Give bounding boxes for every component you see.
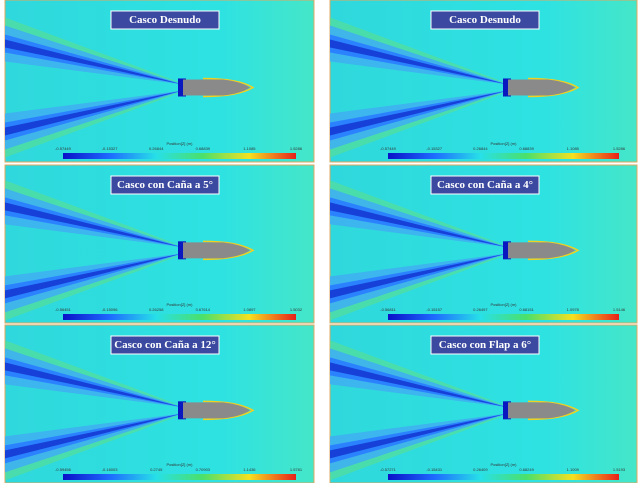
colorbar-tick: 1.5032 — [290, 307, 303, 312]
title-box — [430, 175, 540, 195]
colorbar-label: Position[Z] (m) — [490, 302, 517, 307]
panel-title: Casco Desnudo — [449, 14, 521, 26]
stern-wake — [503, 241, 511, 260]
wake — [330, 362, 508, 459]
bow-wave — [527, 400, 580, 421]
wake — [5, 39, 183, 136]
colorbar-tick: -0.15157 — [426, 307, 443, 312]
panel: Casco Desnudo Position[Z] (m) -0.57449 -0.1… — [329, 0, 638, 163]
colorbar-label: Position[Z] (m) — [490, 141, 517, 146]
stern-wake — [178, 401, 186, 420]
colorbar — [388, 153, 619, 159]
panel-title: Casco con Caña a 12° — [114, 339, 216, 351]
colorbar-label: Position[Z] (m) — [490, 462, 517, 467]
title-box — [110, 175, 220, 195]
panel: Casco con Flap a 6° Position[Z] (m) -0.572… — [329, 324, 638, 483]
colorbar-tick: 1.1085 — [243, 146, 256, 151]
colorbar-tick: -0.56811 — [380, 307, 396, 312]
bow-wave — [202, 240, 255, 261]
colorbar-tick: 0.68839 — [196, 146, 211, 151]
colorbar-tick: 1.5146 — [613, 307, 626, 312]
colorbar-label: Position[Z] (m) — [166, 462, 193, 467]
hull — [508, 402, 575, 419]
wake — [330, 202, 508, 299]
colorbar-tick: 1.5286 — [290, 146, 303, 151]
hull — [183, 402, 250, 419]
colorbar-tick: 0.68249 — [519, 467, 534, 472]
colorbar-tick: 1.5781 — [290, 467, 303, 472]
colorbar-label: Position[Z] (m) — [166, 141, 193, 146]
panel: Casco con Caña a 5° Position[Z] (m) -0.564… — [4, 164, 315, 324]
colorbar-tick: -0.15096 — [102, 307, 119, 312]
colorbar-tick: 0.67614 — [196, 307, 211, 312]
colorbar — [63, 153, 296, 159]
stern-wake — [503, 78, 511, 97]
panel-title: Casco Desnudo — [129, 14, 201, 26]
colorbar — [63, 314, 296, 320]
colorbar-tick: 0.26409 — [473, 467, 488, 472]
colorbar-tick: 0.26844 — [149, 146, 164, 151]
hull — [183, 242, 250, 259]
colorbar-tick: 0.70903 — [196, 467, 211, 472]
wake — [330, 39, 508, 136]
colorbar-tick: 0.68151 — [519, 307, 534, 312]
panel-title: Casco con Caña a 4° — [437, 179, 533, 191]
title-box — [110, 10, 220, 30]
colorbar-tick: 1.1436 — [243, 467, 256, 472]
stern-wake — [503, 401, 511, 420]
colorbar-tick: -0.57449 — [55, 146, 72, 151]
colorbar — [388, 474, 619, 480]
panel: Casco con Caña a 4° Position[Z] (m) -0.568… — [329, 164, 638, 324]
colorbar-tick: 0.26258 — [149, 307, 164, 312]
colorbar-tick: -0.59456 — [55, 467, 72, 472]
colorbar-tick: 1.1009 — [567, 467, 580, 472]
colorbar-tick: 1.1085 — [567, 146, 580, 151]
hull — [183, 79, 250, 96]
wake — [5, 202, 183, 299]
colorbar-tick: -0.15431 — [426, 467, 443, 472]
colorbar — [388, 314, 619, 320]
stern-wake — [178, 241, 186, 260]
hull — [508, 79, 575, 96]
colorbar-label: Position[Z] (m) — [166, 302, 193, 307]
title-box — [430, 10, 540, 30]
colorbar-tick: 0.68839 — [519, 146, 534, 151]
colorbar-tick: -0.15327 — [426, 146, 443, 151]
colorbar-tick: 1.5193 — [613, 467, 626, 472]
colorbar-tick: 0.26497 — [473, 307, 488, 312]
panel: Casco Desnudo Position[Z] (m) -0.57449 -0.1… — [4, 0, 315, 163]
title-box — [110, 335, 220, 355]
colorbar-tick: 1.0897 — [243, 307, 256, 312]
colorbar-tick: 0.26844 — [473, 146, 488, 151]
colorbar-tick: -0.56451 — [55, 307, 72, 312]
colorbar-tick: -0.57449 — [380, 146, 397, 151]
wake — [5, 362, 183, 459]
bow-wave — [527, 77, 580, 98]
colorbar-tick: -0.57271 — [380, 467, 397, 472]
colorbar — [63, 474, 296, 480]
colorbar-tick: -0.15327 — [102, 146, 119, 151]
colorbar-tick: 1.5286 — [613, 146, 626, 151]
colorbar-tick: -0.16003 — [102, 467, 119, 472]
stern-wake — [178, 78, 186, 97]
panel-title: Casco con Caña a 5° — [117, 179, 213, 191]
bow-wave — [202, 400, 255, 421]
panel-title: Casco con Flap a 6° — [439, 339, 531, 351]
colorbar-tick: 0.2745 — [150, 467, 163, 472]
title-box — [430, 335, 540, 355]
bow-wave — [527, 240, 580, 261]
hull — [508, 242, 575, 259]
panel: Casco con Caña a 12° Position[Z] (m) -0.59… — [4, 324, 315, 483]
colorbar-tick: 1.0978 — [567, 307, 580, 312]
bow-wave — [202, 77, 255, 98]
